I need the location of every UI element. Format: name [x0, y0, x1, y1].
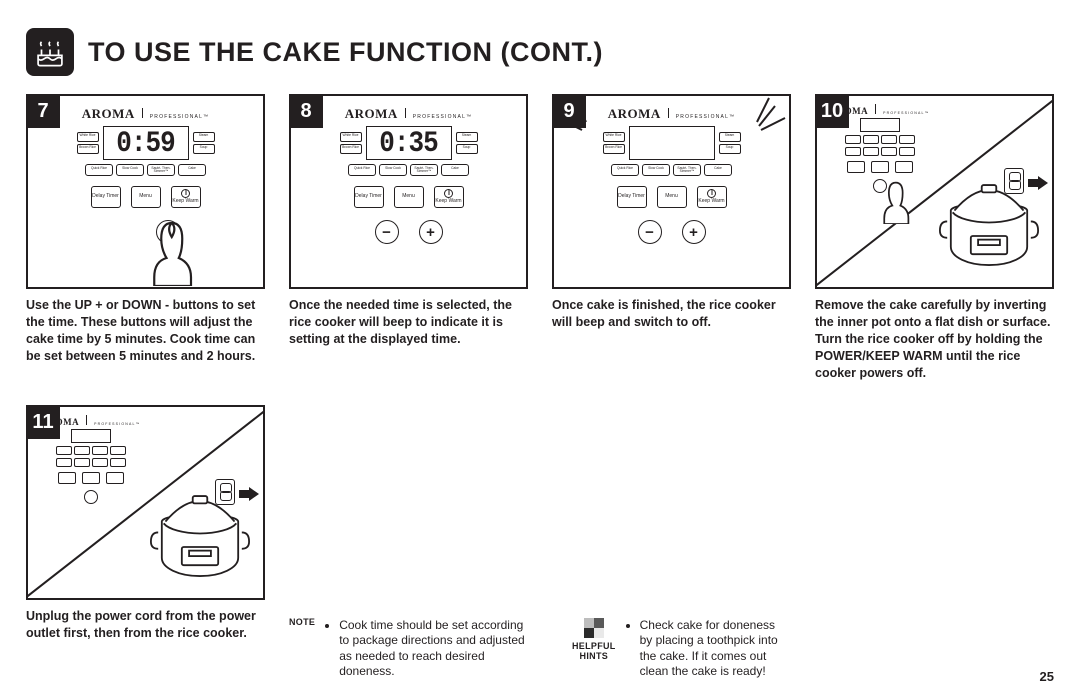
step-8: 8 AROMAProfessional™ White Rice Brown Ri…	[289, 94, 528, 381]
hints-icon	[584, 618, 604, 638]
note-label: NOTE	[289, 618, 315, 628]
step-caption: Remove the cake carefully by inverting t…	[815, 297, 1054, 381]
section-title: TO USE THE CAKE FUNCTION (CONT.)	[88, 37, 603, 68]
step-11: 11 AROMAProfessional™ Unplug the power c…	[26, 405, 265, 642]
power-outlet-icon	[1004, 168, 1024, 194]
step-caption: Once cake is finished, the rice cooker w…	[552, 297, 791, 331]
unplug-arrow-icon	[1028, 176, 1048, 195]
step-panel: AROMAProfessional™ White Rice Brown Rice…	[26, 94, 265, 289]
step-number-badge: 10	[815, 94, 849, 128]
step-10: 10 AROMAProfessional™ Remove the cake ca…	[815, 94, 1054, 381]
unplug-arrow-icon	[239, 487, 259, 506]
step-number-badge: 9	[552, 94, 586, 128]
power-outlet-icon	[215, 479, 235, 505]
hints-label: HELPFUL HINTS	[572, 642, 616, 662]
step-panel: AROMAProfessional™	[26, 405, 265, 600]
page-number: 25	[1040, 669, 1054, 684]
step-number-badge: 8	[289, 94, 323, 128]
hints-block: HELPFUL HINTS Check cake for doneness by…	[572, 618, 791, 680]
note-block: NOTE Cook time should be set according t…	[289, 618, 528, 680]
step-caption: Once the needed time is selected, the ri…	[289, 297, 528, 348]
hand-press-icon	[867, 178, 913, 229]
hints-text: Check cake for doneness by placing a too…	[626, 618, 791, 680]
beep-flash-icon	[755, 94, 791, 137]
step-number-badge: 11	[26, 405, 60, 439]
step-panel: AROMAProfessional™ White Rice Brown Rice…	[552, 94, 791, 289]
step-panel: AROMAProfessional™ White Rice Brown Rice…	[289, 94, 528, 289]
step-caption: Use the UP + or DOWN - buttons to set th…	[26, 297, 265, 365]
cake-section-icon	[26, 28, 74, 76]
hand-press-icon	[128, 216, 198, 289]
step-panel: AROMAProfessional™	[815, 94, 1054, 289]
step-9: 9 AROMAProfessional™ White Rice Brown Ri…	[552, 94, 791, 381]
step-7: 7 AROMAProfessional™ White Rice Brown Ri…	[26, 94, 265, 381]
note-text: Cook time should be set according to pac…	[325, 618, 528, 680]
step-number-badge: 7	[26, 94, 60, 128]
